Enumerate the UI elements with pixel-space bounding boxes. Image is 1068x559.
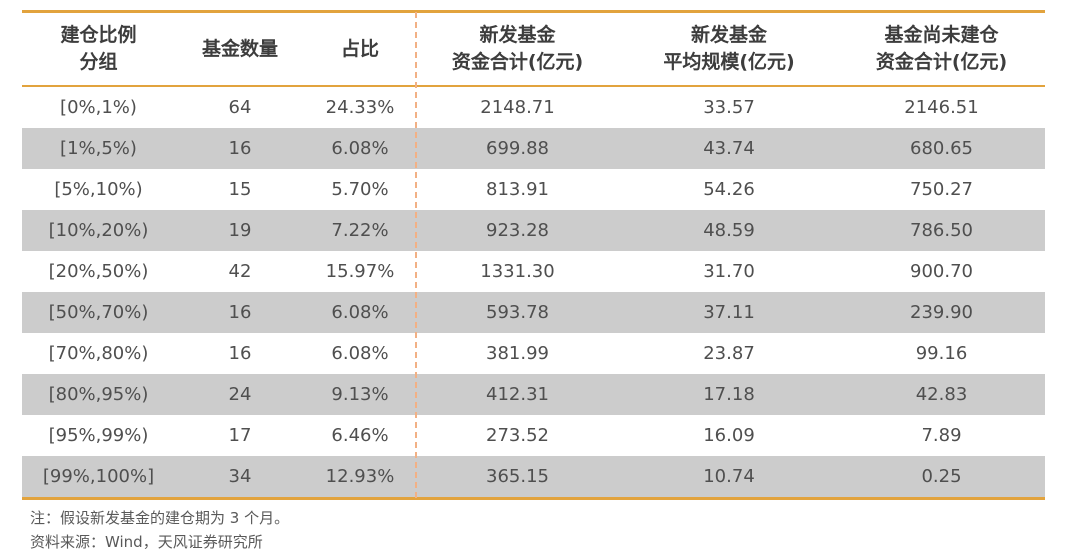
table-row: [5%,10%) 15 5.70% 813.91 54.26 750.27 xyxy=(22,169,1045,210)
table-cell: 786.50 xyxy=(910,220,973,241)
column-header-line: 基金尚未建仓 xyxy=(884,24,999,46)
column-header-line: 基金数量 xyxy=(201,37,278,60)
table-cell: 239.90 xyxy=(910,302,973,323)
table-row: [80%,95%) 24 9.13% 412.31 17.18 42.83 xyxy=(22,374,1045,415)
table-cell: 6.08% xyxy=(331,302,389,323)
table-cell: 17.18 xyxy=(703,384,755,405)
table-cell: 64 xyxy=(228,97,252,118)
table-cell: 593.78 xyxy=(486,302,549,323)
table-notes: 注：假设新发基金的建仓期为 3 个月。 资料来源：Wind，天风证券研究所 xyxy=(30,506,289,554)
table-cell: 16.09 xyxy=(703,425,755,446)
table-cell: [10%,20%) xyxy=(48,220,149,241)
table-cell: [1%,5%) xyxy=(60,138,137,159)
table-cell: 42.83 xyxy=(915,384,968,405)
table-cell: 48.59 xyxy=(703,220,755,241)
table-cell: [20%,50%) xyxy=(48,261,149,282)
table-cell: 923.28 xyxy=(486,220,549,241)
table-source: 资料来源：Wind，天风证券研究所 xyxy=(30,533,263,551)
table-cell: 5.70% xyxy=(331,179,389,200)
table-cell: 365.15 xyxy=(486,466,549,487)
table-row: [1%,5%) 16 6.08% 699.88 43.74 680.65 xyxy=(22,128,1045,169)
table-row: [99%,100%] 34 12.93% 365.15 10.74 0.25 xyxy=(22,456,1045,499)
fund-position-table: 建仓比例 分组 基金数量 占比 新发基金 资金合计(亿元) 新发基金 平均规模(亿元) 基金尚未… xyxy=(22,10,1045,500)
table-cell: [0%,1%) xyxy=(60,97,137,118)
table-cell: 19 xyxy=(228,220,252,241)
table-cell: 37.11 xyxy=(703,302,755,323)
table-cell: 2146.51 xyxy=(904,97,979,118)
column-header-2: 基金数量 xyxy=(175,11,305,87)
table-cell: 900.70 xyxy=(910,261,973,282)
table-cell: 2148.71 xyxy=(480,97,555,118)
column-header-line: 占比 xyxy=(340,37,379,60)
table-cell: 24.33% xyxy=(325,97,395,118)
column-header-line: 平均规模(亿元) xyxy=(663,51,795,73)
column-header-line: 资金合计(亿元) xyxy=(451,51,584,73)
table-cell: [50%,70%) xyxy=(48,302,149,323)
table-cell: 16 xyxy=(228,138,252,159)
table-cell: 17 xyxy=(228,425,252,446)
column-header-5: 新发基金平均规模(亿元) xyxy=(620,11,838,87)
column-header-6: 基金尚未建仓 资金合计(亿元) xyxy=(838,11,1045,87)
table-cell: 99.16 xyxy=(915,343,968,364)
table-cell: 16 xyxy=(228,343,252,364)
table-cell: 10.74 xyxy=(703,466,755,487)
table-cell: [70%,80%) xyxy=(48,343,149,364)
table-cell: 31.70 xyxy=(703,261,755,282)
column-header-line: 分组 xyxy=(79,51,118,73)
column-header-line: 新发基金 xyxy=(479,24,556,46)
table-cell: 699.88 xyxy=(486,138,549,159)
table-cell: 16 xyxy=(228,302,252,323)
table-cell: 381.99 xyxy=(486,343,549,364)
table-cell: 6.46% xyxy=(331,425,389,446)
fund-table-wrap: 建仓比例 分组 基金数量 占比 新发基金 资金合计(亿元) 新发基金 平均规模(亿元) 基金尚未… xyxy=(22,10,1045,500)
table-cell: 42 xyxy=(228,261,252,282)
table-cell: 34 xyxy=(228,466,252,487)
column-header-line: 建仓比例 xyxy=(60,24,137,46)
column-header-line: 资金合计(亿元) xyxy=(875,51,1008,73)
table-cell: 24 xyxy=(228,384,252,405)
table-row: [95%,99%) 17 6.46% 273.52 16.09 7.89 xyxy=(22,415,1045,456)
table-cell: 15 xyxy=(228,179,252,200)
table-cell: 412.31 xyxy=(486,384,549,405)
table-cell: 7.89 xyxy=(921,425,962,446)
table-cell: [99%,100%] xyxy=(42,466,155,487)
table-cell: 7.22% xyxy=(331,220,389,241)
table-cell: [95%,99%) xyxy=(48,425,149,446)
table-cell: 23.87 xyxy=(703,343,755,364)
table-cell: 680.65 xyxy=(910,138,973,159)
table-row: [10%,20%) 19 7.22% 923.28 48.59 786.50 xyxy=(22,210,1045,251)
table-cell: 813.91 xyxy=(486,179,549,200)
table-row: [50%,70%) 16 6.08% 593.78 37.11 239.90 xyxy=(22,292,1045,333)
table-cell: [80%,95%) xyxy=(48,384,149,405)
table-cell: 33.57 xyxy=(703,97,755,118)
table-row: [70%,80%) 16 6.08% 381.99 23.87 99.16 xyxy=(22,333,1045,374)
table-note: 注：假设新发基金的建仓期为 3 个月。 xyxy=(30,509,290,527)
table-cell: 1331.30 xyxy=(480,261,555,282)
column-header-4: 新发基金资金合计(亿元) xyxy=(415,11,620,87)
table-cell: 6.08% xyxy=(331,138,389,159)
column-header-1: 建仓比例 分组 xyxy=(22,11,175,87)
table-row: [0%,1%) 64 24.33% 2148.71 33.57 2146.51 xyxy=(22,86,1045,128)
table-cell: 273.52 xyxy=(486,425,549,446)
table-cell: 15.97% xyxy=(325,261,395,282)
table-cell: 9.13% xyxy=(331,384,389,405)
column-header-3: 占比 xyxy=(305,11,415,87)
table-cell: 0.25 xyxy=(921,466,962,487)
table-cell: 750.27 xyxy=(910,179,973,200)
table-cell: [5%,10%) xyxy=(54,179,143,200)
column-header-line: 新发基金 xyxy=(690,24,767,46)
table-cell: 43.74 xyxy=(703,138,755,159)
table-cell: 54.26 xyxy=(703,179,755,200)
table-cell: 12.93% xyxy=(325,466,395,487)
header-row: 建仓比例 分组 基金数量 占比 新发基金 资金合计(亿元) 新发基金 平均规模(亿元) 基金尚未… xyxy=(22,11,1045,87)
table-row: [20%,50%) 42 15.97% 1331.30 31.70 900.70 xyxy=(22,251,1045,292)
table-cell: 6.08% xyxy=(331,343,389,364)
